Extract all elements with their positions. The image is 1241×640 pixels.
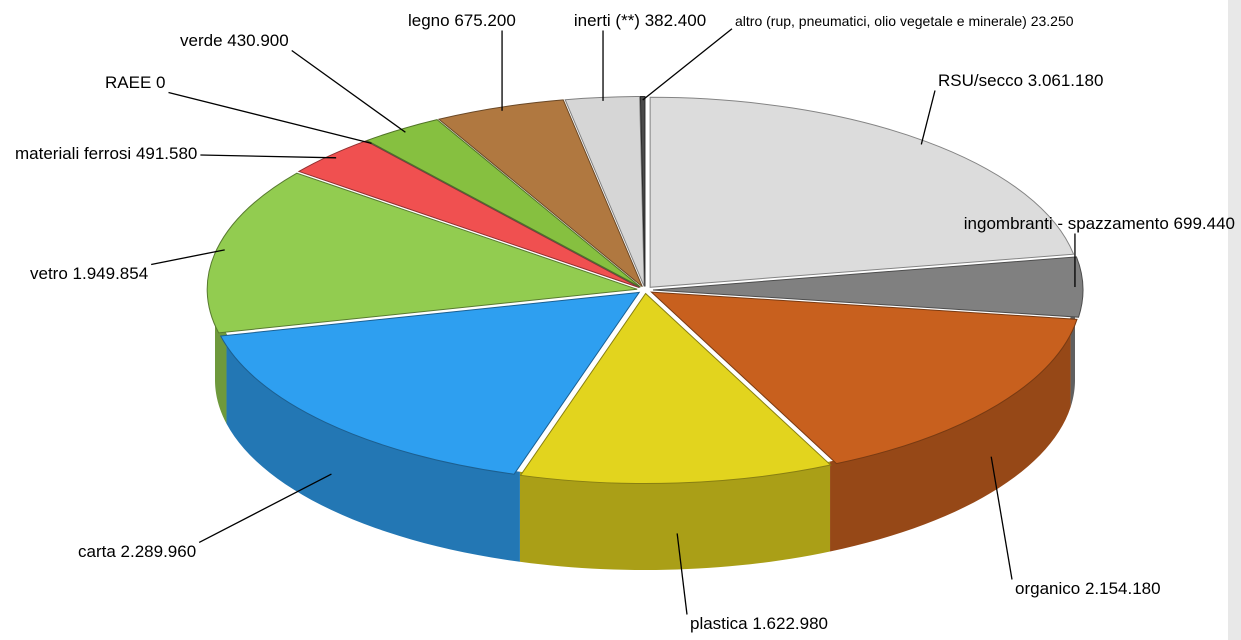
slice-label: materiali ferrosi 491.580 bbox=[15, 144, 197, 163]
category-label: vetro bbox=[30, 264, 68, 283]
leader-line bbox=[169, 92, 372, 143]
value-label: 699.440 bbox=[1174, 214, 1235, 233]
leader-line bbox=[921, 90, 935, 144]
category-label: materiali ferrosi bbox=[15, 144, 131, 163]
category-label: RSU/secco bbox=[938, 71, 1023, 90]
value-label: 382.400 bbox=[645, 11, 706, 30]
value-label: 1.622.980 bbox=[752, 614, 828, 633]
category-label: legno bbox=[408, 11, 450, 30]
slice-label: ingombranti - spazzamento 699.440 bbox=[964, 214, 1235, 233]
leader-line bbox=[292, 50, 406, 132]
category-label: carta bbox=[78, 542, 116, 561]
category-label: inerti (**) bbox=[574, 11, 640, 30]
category-label: altro (rup, pneumatici, olio vegetale e … bbox=[735, 13, 1027, 29]
value-label: 3.061.180 bbox=[1028, 71, 1104, 90]
value-label: 430.900 bbox=[227, 31, 288, 50]
slice-label: vetro 1.949.854 bbox=[30, 264, 148, 283]
category-label: plastica bbox=[690, 614, 748, 633]
value-label: 1.949.854 bbox=[73, 264, 149, 283]
chart: RSU/secco 3.061.180 ingombranti - spazzam… bbox=[0, 0, 1241, 640]
category-label: RAEE bbox=[105, 73, 151, 92]
slice-label: inerti (**) 382.400 bbox=[574, 11, 706, 30]
value-label: 2.154.180 bbox=[1085, 579, 1161, 598]
value-label: 0 bbox=[156, 73, 165, 92]
category-label: ingombranti - spazzamento bbox=[964, 214, 1169, 233]
category-label: verde bbox=[180, 31, 223, 50]
leader-line bbox=[199, 474, 331, 542]
slice-label: legno 675.200 bbox=[408, 11, 516, 30]
slice-label: carta 2.289.960 bbox=[78, 542, 196, 561]
slice bbox=[650, 97, 1073, 287]
value-label: 675.200 bbox=[454, 11, 515, 30]
page: RSU/secco 3.061.180 ingombranti - spazzam… bbox=[0, 0, 1241, 640]
value-label: 2.289.960 bbox=[121, 542, 197, 561]
scrollbar bbox=[1228, 0, 1241, 640]
slice-label: verde 430.900 bbox=[180, 31, 289, 50]
slice-label: plastica 1.622.980 bbox=[690, 614, 828, 633]
slice-label: RSU/secco 3.061.180 bbox=[938, 71, 1103, 90]
slice-label: organico 2.154.180 bbox=[1015, 579, 1161, 598]
leader-line bbox=[643, 29, 732, 100]
value-label: 23.250 bbox=[1031, 13, 1074, 29]
slice-label: altro (rup, pneumatici, olio vegetale e … bbox=[735, 13, 1074, 29]
leader-line bbox=[200, 155, 336, 158]
value-label: 491.580 bbox=[136, 144, 197, 163]
slice-label: RAEE 0 bbox=[105, 73, 166, 92]
category-label: organico bbox=[1015, 579, 1080, 598]
